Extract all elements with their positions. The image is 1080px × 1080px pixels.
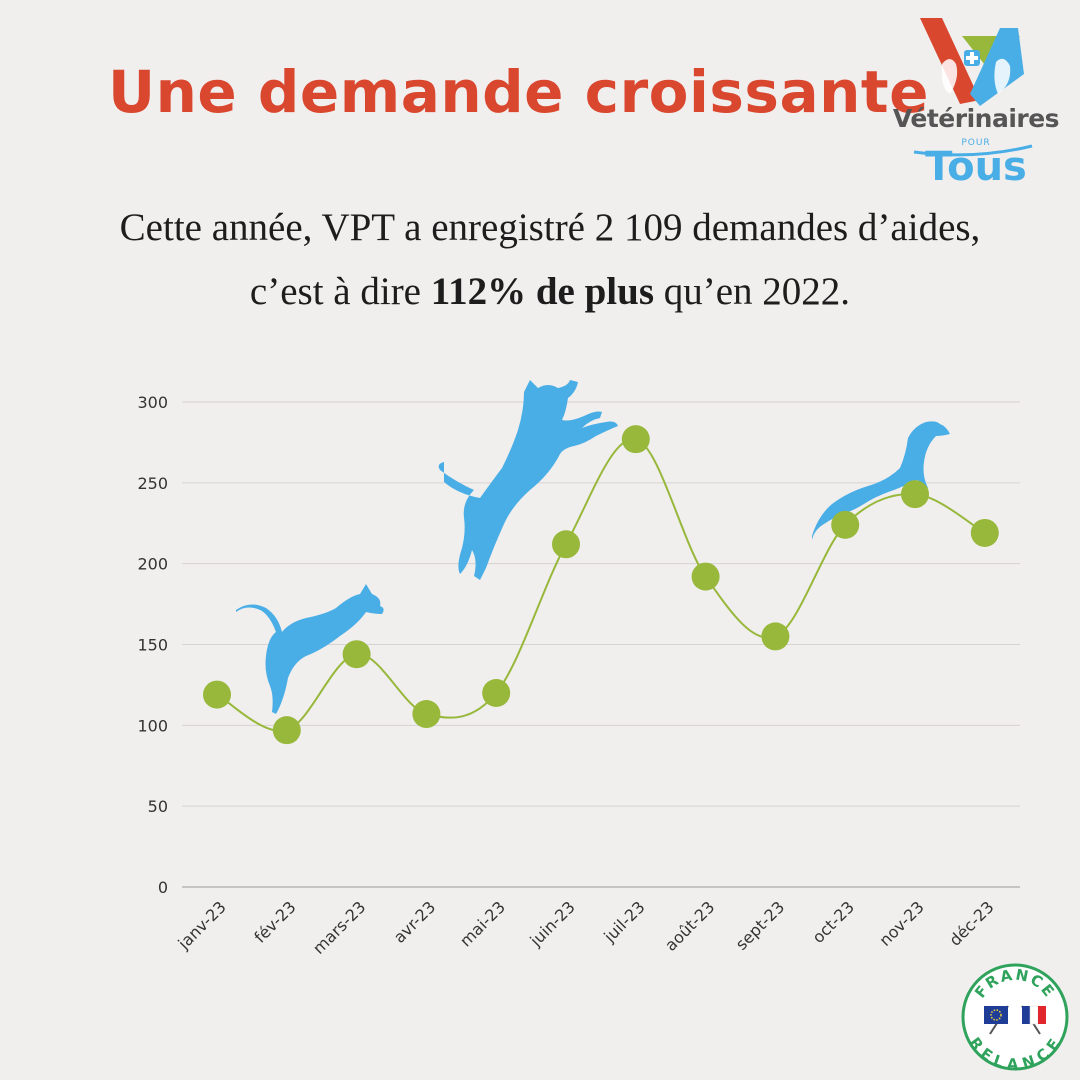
data-points [203, 425, 999, 745]
y-tick-label: 200 [137, 555, 168, 574]
x-tick-label: oct-23 [809, 897, 858, 946]
data-point [761, 622, 790, 651]
subtitle-line-2-suffix: qu’en 2022. [654, 270, 851, 313]
page-title: Une demande croissante [108, 58, 929, 126]
x-tick-label: déc-23 [945, 897, 997, 949]
data-point [901, 480, 929, 509]
subtitle-highlight: 112% de plus [430, 270, 654, 313]
y-tick-label: 0 [158, 878, 168, 897]
x-tick-label: fév-23 [250, 897, 299, 946]
x-tick-label: juil-23 [599, 897, 648, 946]
x-tick-label: mai-23 [456, 897, 509, 950]
y-tick-label: 50 [148, 797, 168, 816]
x-tick-label: juin-23 [526, 897, 579, 950]
dog-silhouette-icon [438, 380, 618, 580]
data-point [970, 518, 999, 547]
logo-text-tous: Tous [925, 144, 1027, 190]
data-point [412, 700, 441, 729]
subtitle-line-2-prefix: c’est à dire [249, 270, 431, 313]
data-point [831, 510, 860, 539]
logo-text-veterinaires: Vétérinaires [892, 104, 1060, 133]
subtitle-line-1: Cette année, VPT a enregistré 2 109 dema… [119, 206, 981, 249]
y-tick-label: 300 [137, 393, 168, 412]
vpt-logo-icon [913, 18, 1033, 157]
data-point [482, 679, 511, 707]
french-flag-icon [1021, 1005, 1046, 1035]
x-tick-label: janv-23 [174, 897, 230, 953]
y-axis-labels: 0 50 100 150 200 250 300 [137, 393, 168, 897]
data-point [621, 425, 650, 454]
x-axis-labels: janv-23 fév-23 mars-23 avr-23 mai-23 juin-23 j… [174, 897, 998, 957]
x-tick-label: nov-23 [875, 897, 927, 949]
x-tick-label: sept-23 [732, 897, 788, 953]
x-tick-label: août-23 [661, 897, 718, 954]
data-point [272, 716, 301, 745]
y-tick-label: 250 [137, 474, 168, 493]
y-tick-label: 100 [137, 716, 168, 735]
logo-text-pour: POUR [961, 138, 991, 148]
eu-flag-icon [984, 1005, 1009, 1035]
data-point [552, 530, 580, 559]
y-tick-label: 150 [137, 636, 168, 655]
ferret-silhouette-icon [812, 421, 950, 540]
data-point [342, 640, 371, 669]
france-relance-badge: FRANCE RELANCE [961, 963, 1069, 1072]
cat-silhouette-icon [236, 584, 384, 714]
subtitle: Cette année, VPT a enregistré 2 109 dema… [20, 196, 1080, 324]
data-point [203, 680, 231, 709]
data-point [691, 562, 720, 591]
x-tick-label: mars-23 [309, 897, 369, 957]
x-tick-label: avr-23 [390, 897, 439, 946]
